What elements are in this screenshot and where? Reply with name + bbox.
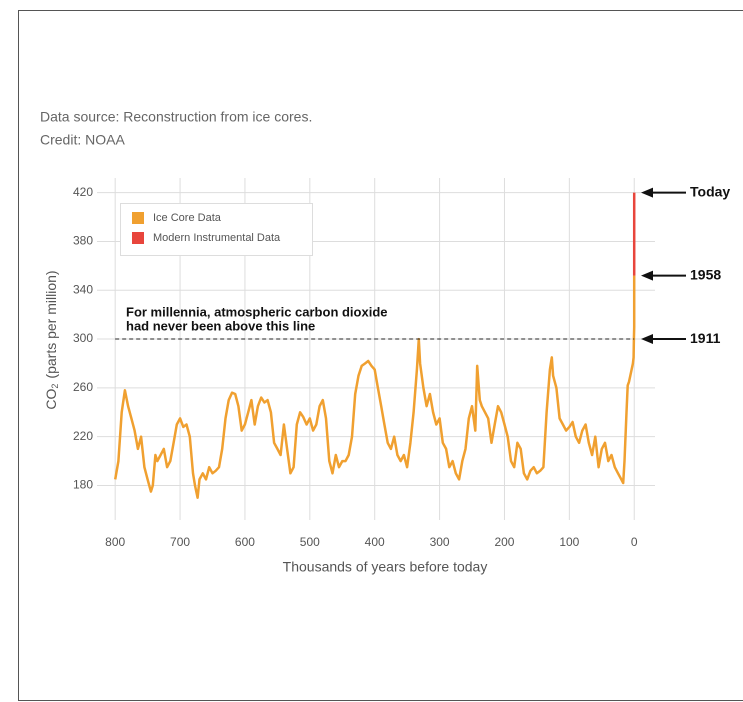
y-axis-label: CO2 (parts per million)	[43, 270, 61, 409]
y-tick-label: 300	[73, 331, 93, 345]
arrow-head	[641, 187, 653, 198]
annotations: For millennia, atmospheric carbon dioxid…	[115, 183, 730, 346]
x-tick-label: 700	[170, 535, 190, 549]
annotation-label: 1958	[690, 266, 721, 282]
x-tick-label: 100	[559, 535, 579, 549]
annotation-label: 1911	[690, 330, 721, 346]
x-tick-label: 400	[365, 535, 385, 549]
legend: Ice Core Data Modern Instrumental Data	[132, 212, 281, 244]
y-tick-label: 180	[73, 478, 93, 492]
legend-swatch	[132, 232, 144, 244]
subtitle: Data source: Reconstruction from ice cor…	[40, 109, 312, 125]
data-line	[113, 275, 636, 499]
x-tick-label: 300	[430, 535, 450, 549]
y-label-subscript: 2	[50, 384, 60, 389]
x-tick-label: 0	[631, 535, 638, 549]
annotation-label: Today	[690, 183, 730, 199]
y-tick-label: 380	[73, 234, 93, 248]
arrow-head	[641, 334, 653, 345]
x-tick-label: 500	[300, 535, 320, 549]
annotation-text: had never been above this line	[126, 318, 315, 333]
y-tick-label: 220	[73, 429, 93, 443]
legend-box	[120, 203, 313, 256]
arrow-head	[641, 270, 653, 281]
y-label-text: CO	[43, 388, 59, 409]
grid: 180 220 260 300 340 380 420 800 700 600 500 400 300 2…	[73, 178, 655, 549]
y-tick-label: 420	[73, 185, 93, 199]
y-label-text: (parts per million)	[43, 270, 59, 378]
annotation-text: For millennia, atmospheric carbon dioxid…	[126, 304, 388, 319]
x-tick-label: 200	[494, 535, 514, 549]
plot	[113, 192, 636, 499]
subtitle: Credit: NOAA	[40, 132, 125, 148]
y-tick-label: 340	[73, 282, 93, 296]
legend-label: Modern Instrumental Data	[153, 232, 281, 244]
x-axis-label: Thousands of years before today	[283, 559, 488, 575]
x-tick-label: 800	[105, 535, 125, 549]
x-tick-label: 600	[235, 535, 255, 549]
legend-label: Ice Core Data	[153, 212, 222, 224]
y-tick-label: 260	[73, 380, 93, 394]
frame	[18, 10, 743, 701]
legend-swatch	[132, 212, 144, 224]
